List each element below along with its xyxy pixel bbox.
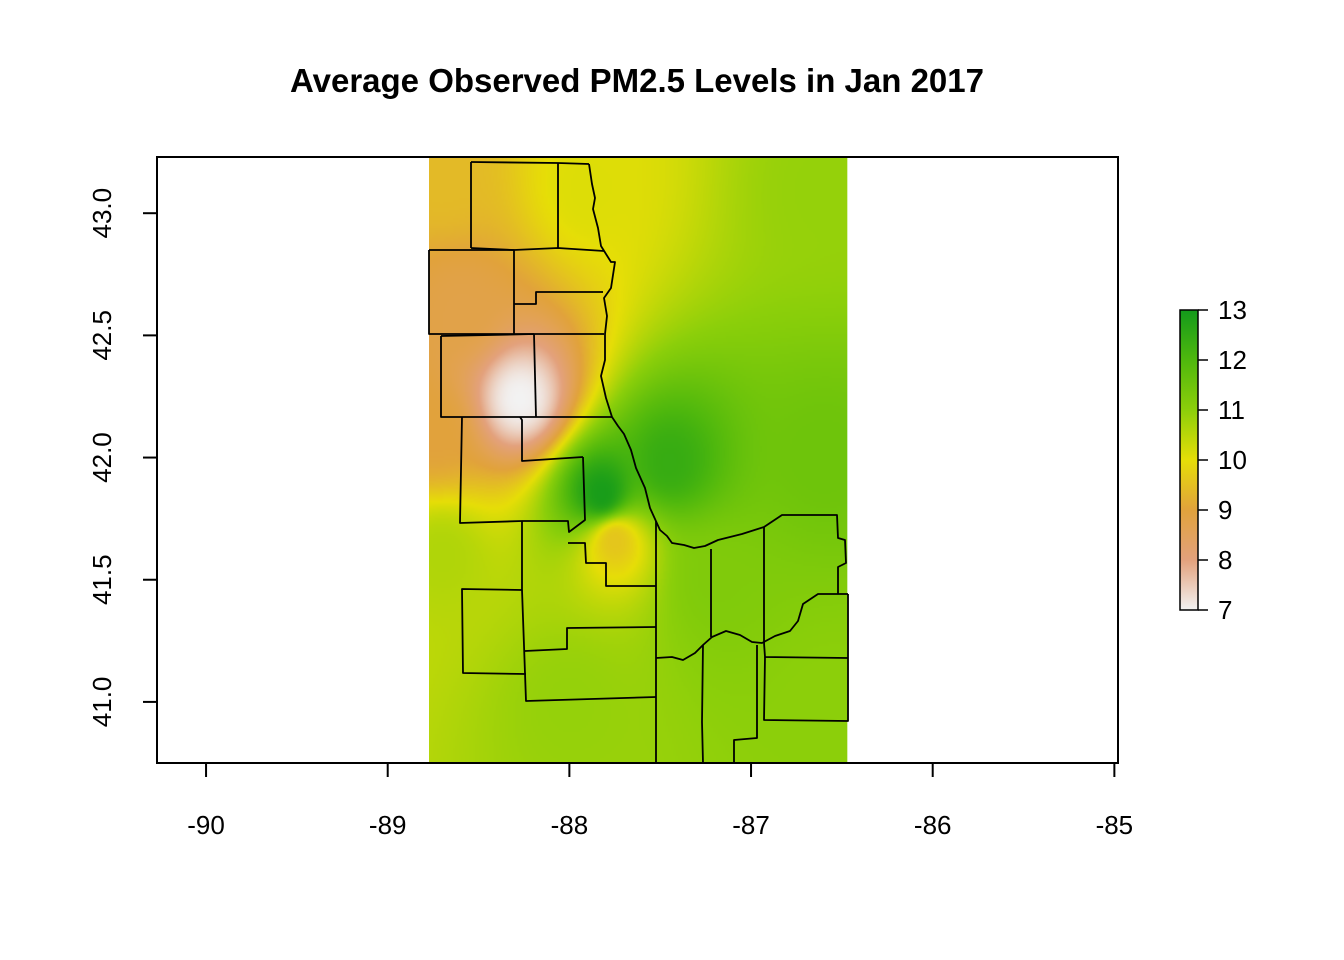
x-tick-label: -88: [551, 810, 589, 840]
county-boundary: [533, 333, 537, 418]
legend-gradient: [1179, 309, 1199, 611]
county-boundary: [440, 333, 535, 337]
x-tick-label: -85: [1096, 810, 1134, 840]
legend-tick-label: 9: [1218, 495, 1232, 525]
y-tick-label: 41.0: [87, 677, 117, 728]
x-tick-label: -89: [369, 810, 407, 840]
county-boundary: [461, 521, 527, 675]
pm25-raster: [429, 157, 848, 763]
y-tick-label: 43.0: [87, 188, 117, 239]
legend-tick-label: 10: [1218, 445, 1247, 475]
county-boundary: [701, 644, 704, 764]
county-boundary: [521, 589, 657, 702]
x-axis: -90 -89 -88 -87 -86 -85: [187, 762, 1134, 840]
county-boundary: [524, 626, 657, 652]
county-boundary: [522, 456, 586, 533]
legend-tick-label: 12: [1218, 345, 1247, 375]
county-boundary: [459, 416, 523, 524]
y-tick-label: 41.5: [87, 554, 117, 605]
legend-ticks: 7 8 9 10 11 12 13: [1198, 295, 1247, 625]
county-boundary: [733, 645, 758, 763]
chart-title: Average Observed PM2.5 Levels in Jan 201…: [290, 62, 984, 99]
legend-tick-label: 13: [1218, 295, 1247, 325]
pm25-raster-image: [429, 157, 848, 763]
y-tick-label: 42.5: [87, 310, 117, 361]
county-boundary: [470, 247, 605, 252]
county-boundary: [519, 416, 584, 462]
x-tick-label: -90: [187, 810, 225, 840]
legend-colorbar: 7 8 9 10 11 12 13: [1179, 295, 1247, 625]
county-boundary: [440, 336, 462, 418]
y-axis: 41.0 41.5 42.0 42.5 43.0: [87, 188, 158, 728]
county-boundary: [763, 514, 847, 594]
x-tick-label: -86: [914, 810, 952, 840]
x-tick-label: -87: [732, 810, 770, 840]
legend-tick-label: 8: [1218, 545, 1232, 575]
legend-tick-label: 7: [1218, 595, 1232, 625]
county-boundary: [655, 593, 848, 661]
county-boundary: [568, 542, 656, 587]
county-boundaries: [428, 161, 849, 764]
legend-tick-label: 11: [1218, 395, 1245, 425]
county-boundary: [514, 291, 603, 305]
county-boundary: [763, 594, 849, 722]
lake-michigan-shoreline: [588, 163, 765, 549]
y-tick-label: 42.0: [87, 432, 117, 483]
